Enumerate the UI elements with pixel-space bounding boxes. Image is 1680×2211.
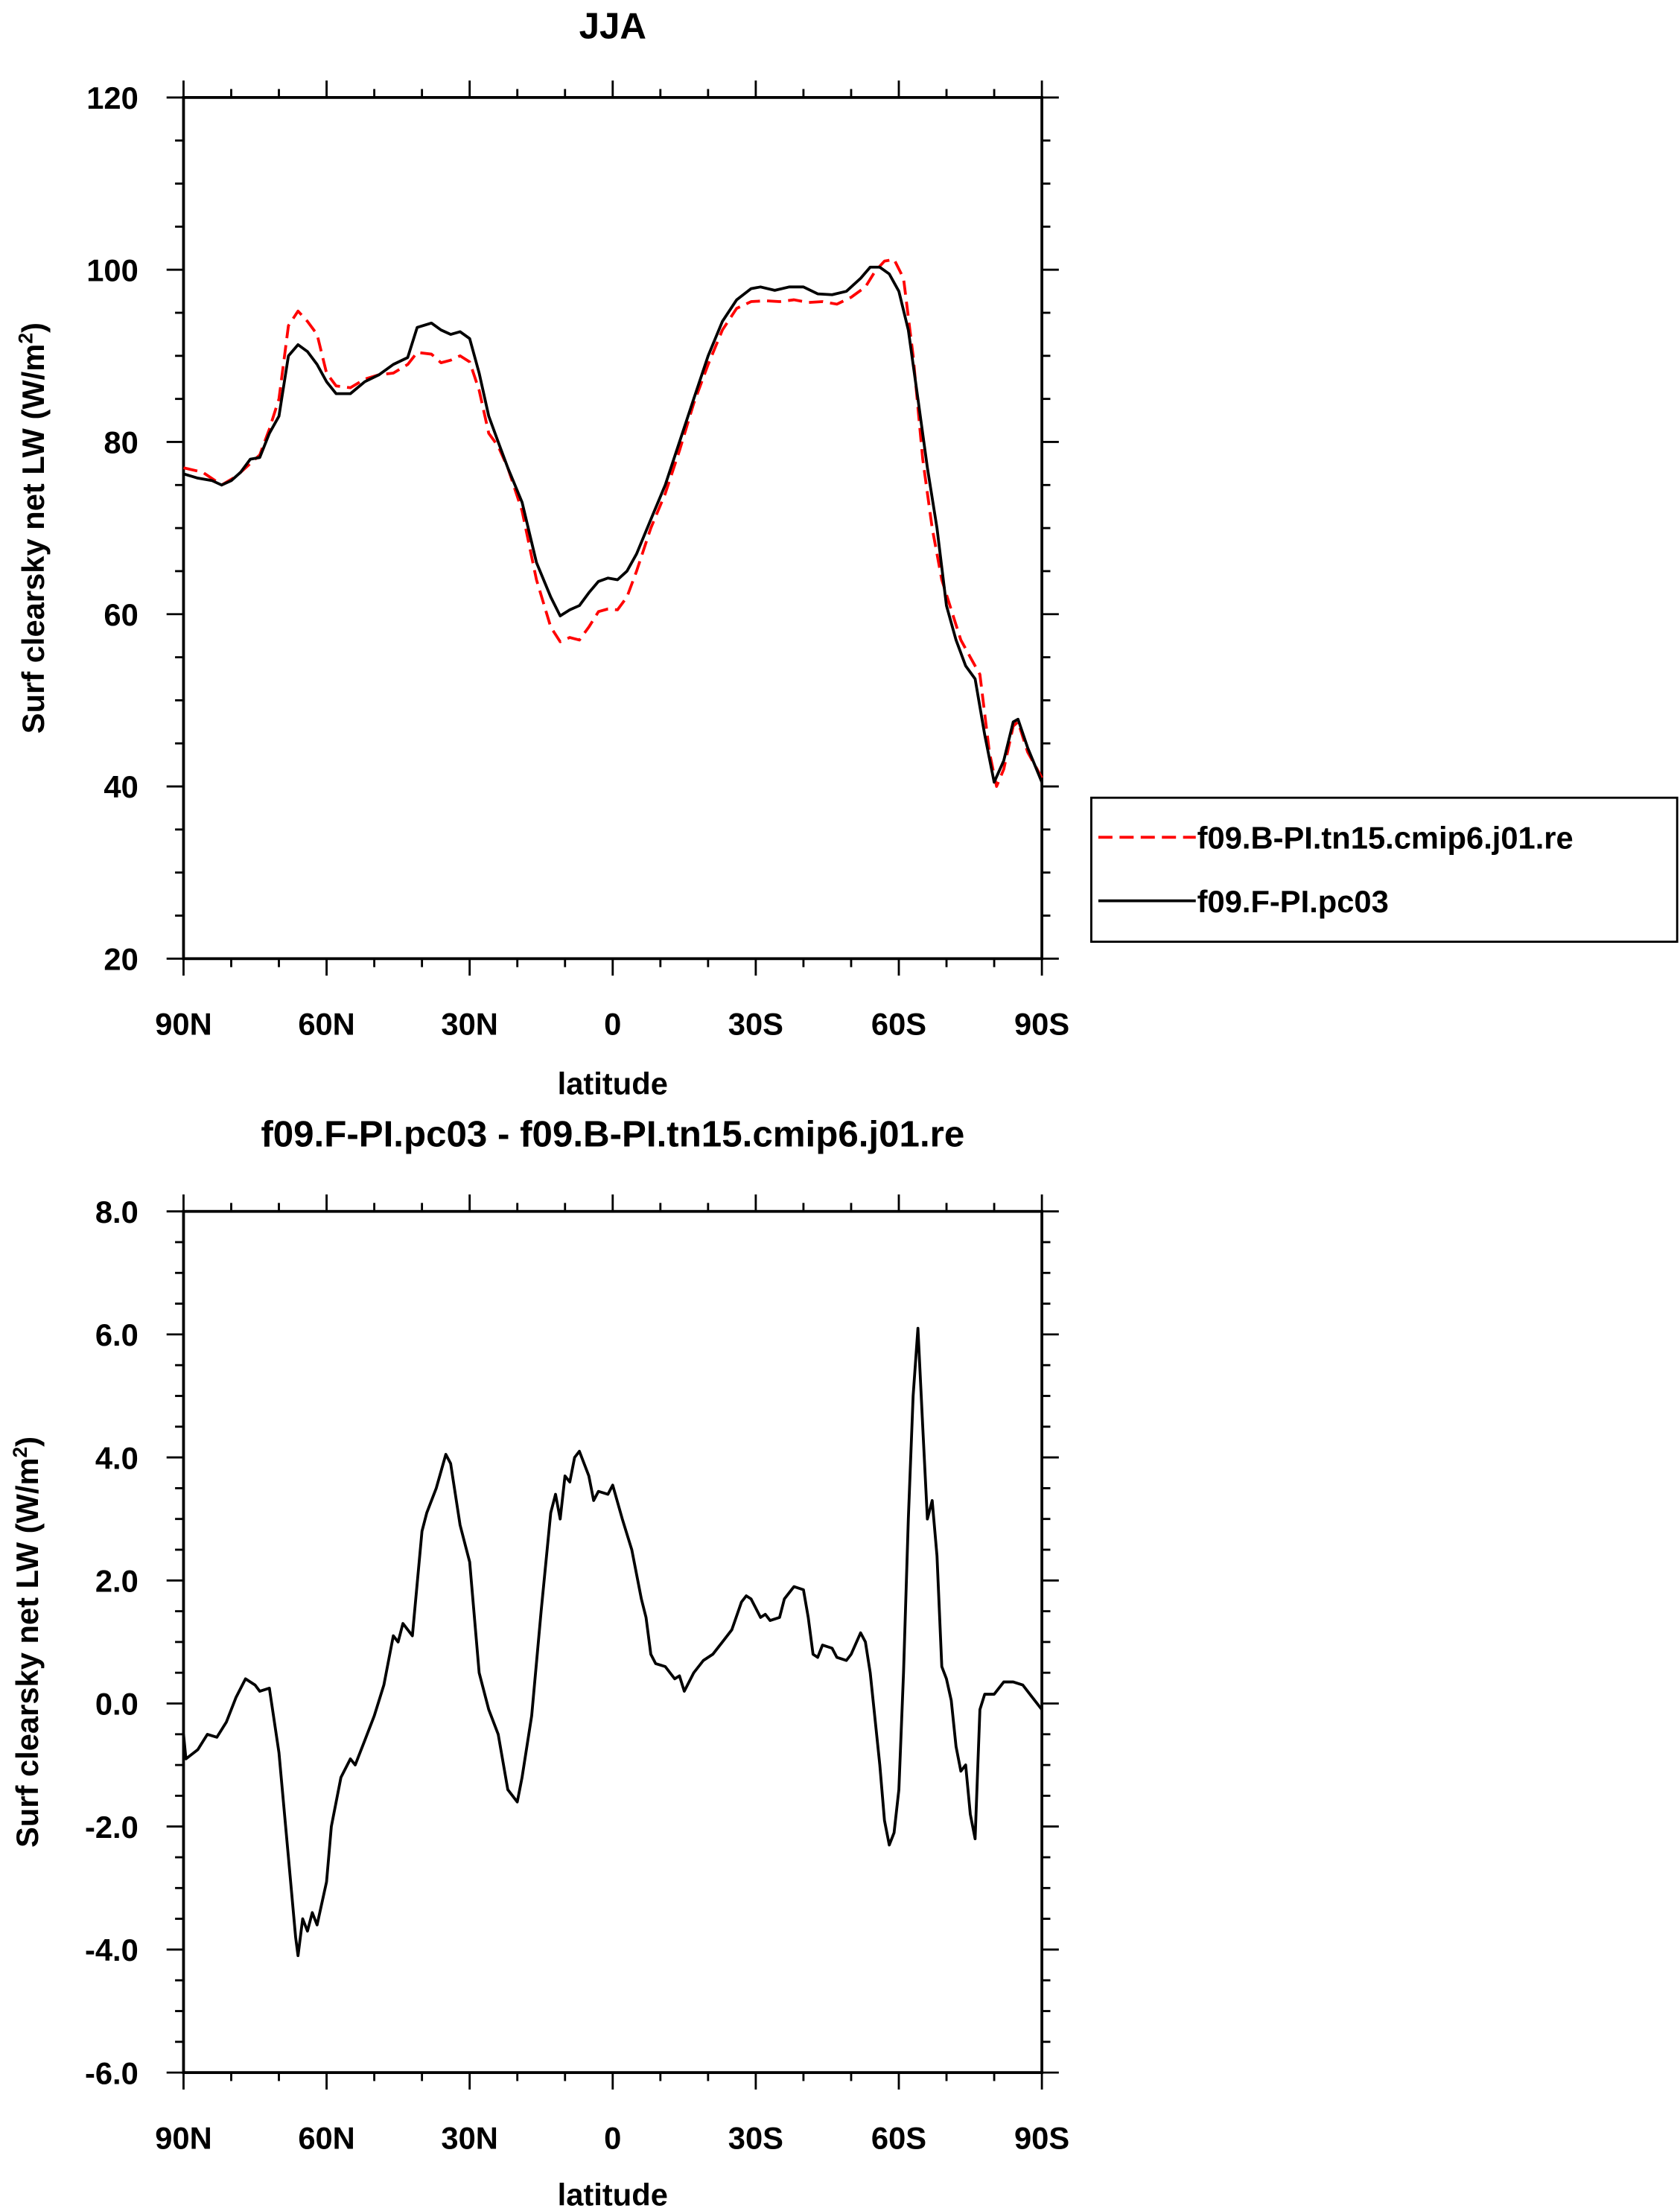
top-panel-jja: JJA latitude Surf clearsky net LW (W/m2)… bbox=[15, 5, 1679, 1101]
x-tick-label: 60N bbox=[298, 1007, 354, 1042]
y-tick-label: 120 bbox=[86, 80, 139, 115]
series-group bbox=[182, 258, 1043, 788]
y-tick-label: 80 bbox=[104, 425, 138, 460]
x-axis-label: latitude bbox=[558, 1066, 668, 1101]
y-tick-label: 40 bbox=[104, 769, 138, 804]
y-tick-label: -6.0 bbox=[85, 2055, 139, 2090]
axes-group: 90N 60N 30N 0 30S 60S 90S -6.0 -4.0 -2.0 0.0 2.0 4.0… bbox=[85, 1194, 1069, 2156]
chart-title: JJA bbox=[579, 5, 646, 46]
x-tick-label: 60N bbox=[298, 2120, 354, 2155]
axes-group: 90N 60N 30N 0 30S 60S 90S 20 40 60 80 100 120 bbox=[86, 80, 1069, 1042]
legend-label-b-pi: f09.B-PI.tn15.cmip6.j01.re bbox=[1197, 820, 1574, 855]
y-axis-label: Surf clearsky net LW (W/m2) bbox=[9, 1437, 45, 1848]
x-tick-label: 90S bbox=[1014, 1007, 1069, 1042]
y-tick-label: 8.0 bbox=[95, 1194, 139, 1229]
y-axis-label: Surf clearsky net LW (W/m2) bbox=[15, 322, 51, 734]
x-tick-label: 0 bbox=[604, 2120, 621, 2155]
x-tick-label: 30N bbox=[441, 2120, 497, 2155]
bottom-panel-difference: f09.F-PI.pc03 - f09.B-PI.tn15.cmip6.j01.… bbox=[9, 1113, 1069, 2211]
x-tick-label: 60S bbox=[871, 2120, 926, 2155]
series-line-f09-f-pi-pc03 bbox=[182, 265, 1043, 784]
y-tick-label: 60 bbox=[104, 597, 138, 632]
series-line-difference bbox=[182, 1326, 1043, 1958]
plot-frame bbox=[182, 96, 1043, 961]
legend: f09.B-PI.tn15.cmip6.j01.re f09.F-PI.pc03 bbox=[1090, 796, 1679, 944]
y-tick-label: 6.0 bbox=[95, 1317, 139, 1352]
x-tick-label: 60S bbox=[871, 1007, 926, 1042]
chart-title: f09.F-PI.pc03 - f09.B-PI.tn15.cmip6.j01.… bbox=[261, 1113, 964, 1154]
y-tick-label: 4.0 bbox=[95, 1440, 139, 1475]
legend-box bbox=[1090, 796, 1679, 944]
x-axis-label: latitude bbox=[558, 2177, 668, 2211]
series-line-f09-b-pi-tn15-cmip6-j01-re bbox=[183, 258, 1043, 788]
legend-label-f-pi: f09.F-PI.pc03 bbox=[1197, 884, 1389, 919]
series-group bbox=[182, 1326, 1043, 1958]
y-tick-label: 20 bbox=[104, 942, 138, 977]
x-tick-label: 30S bbox=[728, 1007, 783, 1042]
x-tick-label: 90S bbox=[1014, 2120, 1069, 2155]
x-tick-label: 0 bbox=[604, 1007, 621, 1042]
x-tick-label: 30N bbox=[441, 1007, 497, 1042]
y-tick-label: 100 bbox=[86, 252, 139, 287]
x-tick-label: 90N bbox=[155, 1007, 211, 1042]
x-tick-label: 30S bbox=[728, 2120, 783, 2155]
x-tick-label: 90N bbox=[155, 2120, 211, 2155]
y-tick-label: -2.0 bbox=[85, 1810, 139, 1845]
y-tick-label: 2.0 bbox=[95, 1563, 139, 1598]
y-tick-label: 0.0 bbox=[95, 1687, 139, 1722]
plot-frame bbox=[182, 1209, 1043, 2075]
y-tick-label: -4.0 bbox=[85, 1932, 139, 1967]
